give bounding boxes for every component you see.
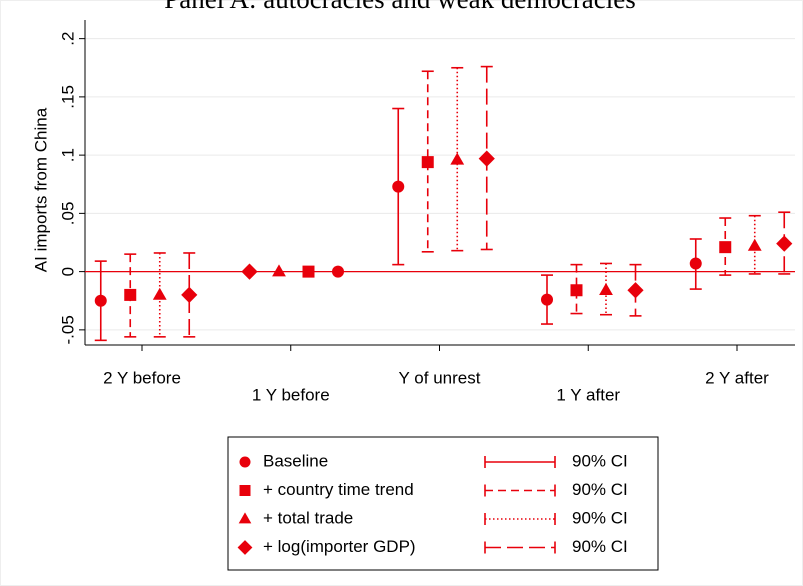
- legend-ci-label: 90% CI: [572, 508, 628, 527]
- legend-ci-label: 90% CI: [572, 537, 628, 556]
- legend-ci-label: 90% CI: [572, 451, 628, 470]
- legend-label: + log(importer GDP): [263, 537, 416, 556]
- marker: [332, 265, 344, 278]
- y-tick-label: .2: [58, 32, 77, 46]
- marker: [392, 180, 405, 193]
- marker: [94, 294, 107, 307]
- marker: [599, 283, 613, 296]
- marker: [421, 156, 434, 169]
- marker: [152, 287, 167, 300]
- legend-label: Baseline: [263, 451, 328, 470]
- marker: [776, 235, 793, 252]
- marker: [302, 265, 315, 278]
- y-tick-label: -.05: [58, 315, 77, 344]
- x-tick-label: 1 Y after: [556, 385, 620, 404]
- marker: [747, 238, 762, 251]
- marker: [272, 264, 286, 277]
- y-tick-label: 0: [58, 267, 77, 276]
- marker: [124, 288, 137, 301]
- y-tick-label: .05: [58, 202, 77, 226]
- x-tick-label: 2 Y before: [103, 368, 181, 387]
- legend-box: [227, 436, 659, 571]
- legend-ci-label: 90% CI: [572, 480, 628, 499]
- marker: [570, 284, 583, 297]
- chart-title: Panel A: autocracies and weak democracie…: [164, 0, 636, 14]
- marker: [689, 257, 702, 270]
- marker: [719, 241, 732, 254]
- marker: [239, 456, 251, 468]
- x-tick-label: 1 Y before: [252, 385, 330, 404]
- marker: [181, 286, 198, 304]
- y-tick-label: .1: [58, 148, 77, 162]
- y-axis-label: AI imports from China: [31, 107, 50, 272]
- legend-label: + country time trend: [263, 480, 414, 499]
- marker: [239, 485, 251, 496]
- x-tick-label: 2 Y after: [705, 368, 769, 387]
- y-tick-label: .15: [58, 85, 77, 109]
- marker: [238, 512, 252, 524]
- marker: [541, 293, 553, 306]
- marker: [241, 263, 258, 280]
- x-tick-label: Y of unrest: [399, 368, 481, 387]
- marker: [237, 540, 253, 555]
- marker: [627, 282, 644, 299]
- marker: [450, 152, 465, 165]
- marker: [478, 150, 495, 167]
- legend-label: + total trade: [263, 508, 353, 527]
